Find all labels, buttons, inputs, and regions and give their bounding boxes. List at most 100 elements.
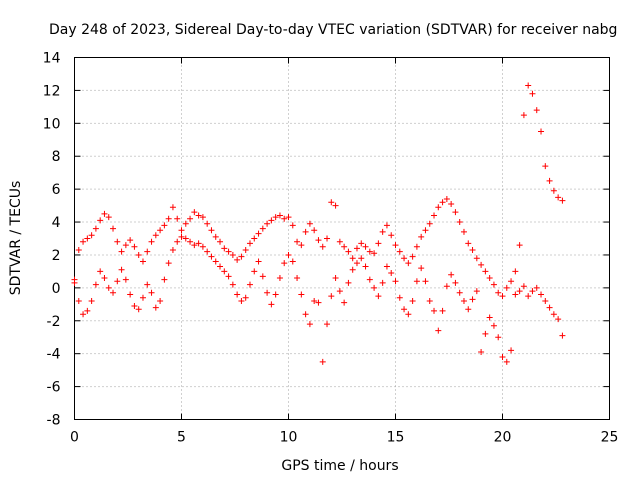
data-point-track_b [482, 330, 489, 337]
data-point-track_a [148, 238, 155, 245]
data-point-track_a [302, 228, 309, 235]
data-point-track_b [80, 311, 87, 318]
data-point-track_a [169, 204, 176, 211]
data-point-track_a [110, 225, 117, 232]
data-point-track_a [182, 220, 189, 227]
data-point-track_a [460, 228, 467, 235]
data-point-track_b [294, 274, 301, 281]
data-point-track_b [101, 274, 108, 281]
data-point-track_b [452, 279, 459, 286]
data-point-track_a [75, 247, 82, 254]
data-point-track_b [246, 281, 253, 288]
data-point-track_b [465, 306, 472, 313]
data-point-track_b [448, 271, 455, 278]
data-point-track_a [221, 245, 228, 252]
data-point-track_a [255, 230, 262, 237]
data-point-track_b [396, 294, 403, 301]
data-point-track_b [371, 284, 378, 291]
x-tick-label: 10 [280, 430, 298, 446]
data-point-track_a [516, 242, 523, 249]
data-point-track_a [324, 235, 331, 242]
data-point-track_a [349, 255, 356, 262]
data-point-track_a [285, 214, 292, 221]
data-point-track_a [362, 243, 369, 250]
data-point-track_a [165, 215, 172, 222]
data-point-track_a [332, 202, 339, 209]
data-point-track_a [439, 199, 446, 206]
data-point-track_b [319, 358, 326, 365]
data-point-track_b [259, 273, 266, 280]
data-point-track_b [221, 268, 228, 275]
data-point-track_a [208, 227, 215, 234]
y-tick-label: -4 [47, 347, 61, 363]
data-point-track_b [225, 273, 232, 280]
data-point-track_b [306, 321, 313, 328]
data-point-track_a [246, 240, 253, 247]
data-point-track_a [533, 107, 540, 114]
data-point-track_b [165, 260, 172, 267]
data-point-track_b [212, 258, 219, 265]
y-tick-label: 6 [52, 182, 61, 198]
y-tick-label: 14 [43, 51, 61, 67]
x-tick-label: 5 [177, 430, 186, 446]
data-point-track_a [229, 251, 236, 258]
y-tick-label: 4 [52, 215, 61, 231]
data-point-track_a [101, 210, 108, 217]
data-point-track_a [199, 214, 206, 221]
y-tick-label: 10 [43, 116, 61, 132]
data-point-track_b [276, 274, 283, 281]
data-point-track_b [486, 314, 493, 321]
data-point-track_a [418, 233, 425, 240]
data-point-track_a [495, 289, 502, 296]
data-point-track_a [281, 215, 288, 222]
y-tick-label: -6 [47, 380, 61, 396]
data-point-track_b [131, 302, 138, 309]
data-point-track_a [435, 204, 442, 211]
data-point-track_b [418, 265, 425, 272]
data-point-track_b [127, 291, 134, 298]
data-point-track_b [324, 321, 331, 328]
data-point-track_b [490, 322, 497, 329]
data-point-track_b [84, 307, 91, 314]
data-point-track_b [268, 301, 275, 308]
data-point-track_a [431, 212, 438, 219]
data-point-track_b [298, 291, 305, 298]
data-point-track_b [229, 281, 236, 288]
x-tick-label: 0 [70, 430, 79, 446]
data-point-track_a [503, 284, 510, 291]
data-point-track_b [341, 299, 348, 306]
data-point-track_a [161, 222, 168, 229]
data-point-track_b [144, 281, 151, 288]
data-point-track_a [204, 220, 211, 227]
data-point-track_a [448, 200, 455, 207]
y-tick-label: 0 [52, 281, 61, 297]
data-point-track_a [456, 219, 463, 226]
data-point-track_a [88, 232, 95, 239]
data-point-track_b [204, 248, 211, 255]
data-points [71, 82, 566, 365]
data-point-track_a [306, 220, 313, 227]
data-point-track_b [520, 283, 527, 290]
data-point-track_a [358, 240, 365, 247]
data-point-track_b [174, 238, 181, 245]
data-point-track_a [546, 177, 553, 184]
data-point-track_a [294, 238, 301, 245]
data-point-track_b [542, 298, 549, 305]
data-point-track_a [234, 256, 241, 263]
data-point-track_b [255, 258, 262, 265]
data-point-track_a [315, 237, 322, 244]
data-point-track_b [426, 298, 433, 305]
data-point-track_a [195, 212, 202, 219]
data-point-track_a [353, 245, 360, 252]
data-point-track_b [495, 334, 502, 341]
data-point-track_a [443, 196, 450, 203]
data-point-track_b [336, 288, 343, 295]
data-point-track_a [396, 248, 403, 255]
data-point-track_b [135, 306, 142, 313]
y-tick-label: 12 [43, 83, 61, 99]
x-tick-label: 15 [387, 430, 405, 446]
data-point-track_b [281, 260, 288, 267]
data-point-track_a [336, 238, 343, 245]
data-point-track_a [371, 250, 378, 257]
data-point-track_a [469, 247, 476, 254]
